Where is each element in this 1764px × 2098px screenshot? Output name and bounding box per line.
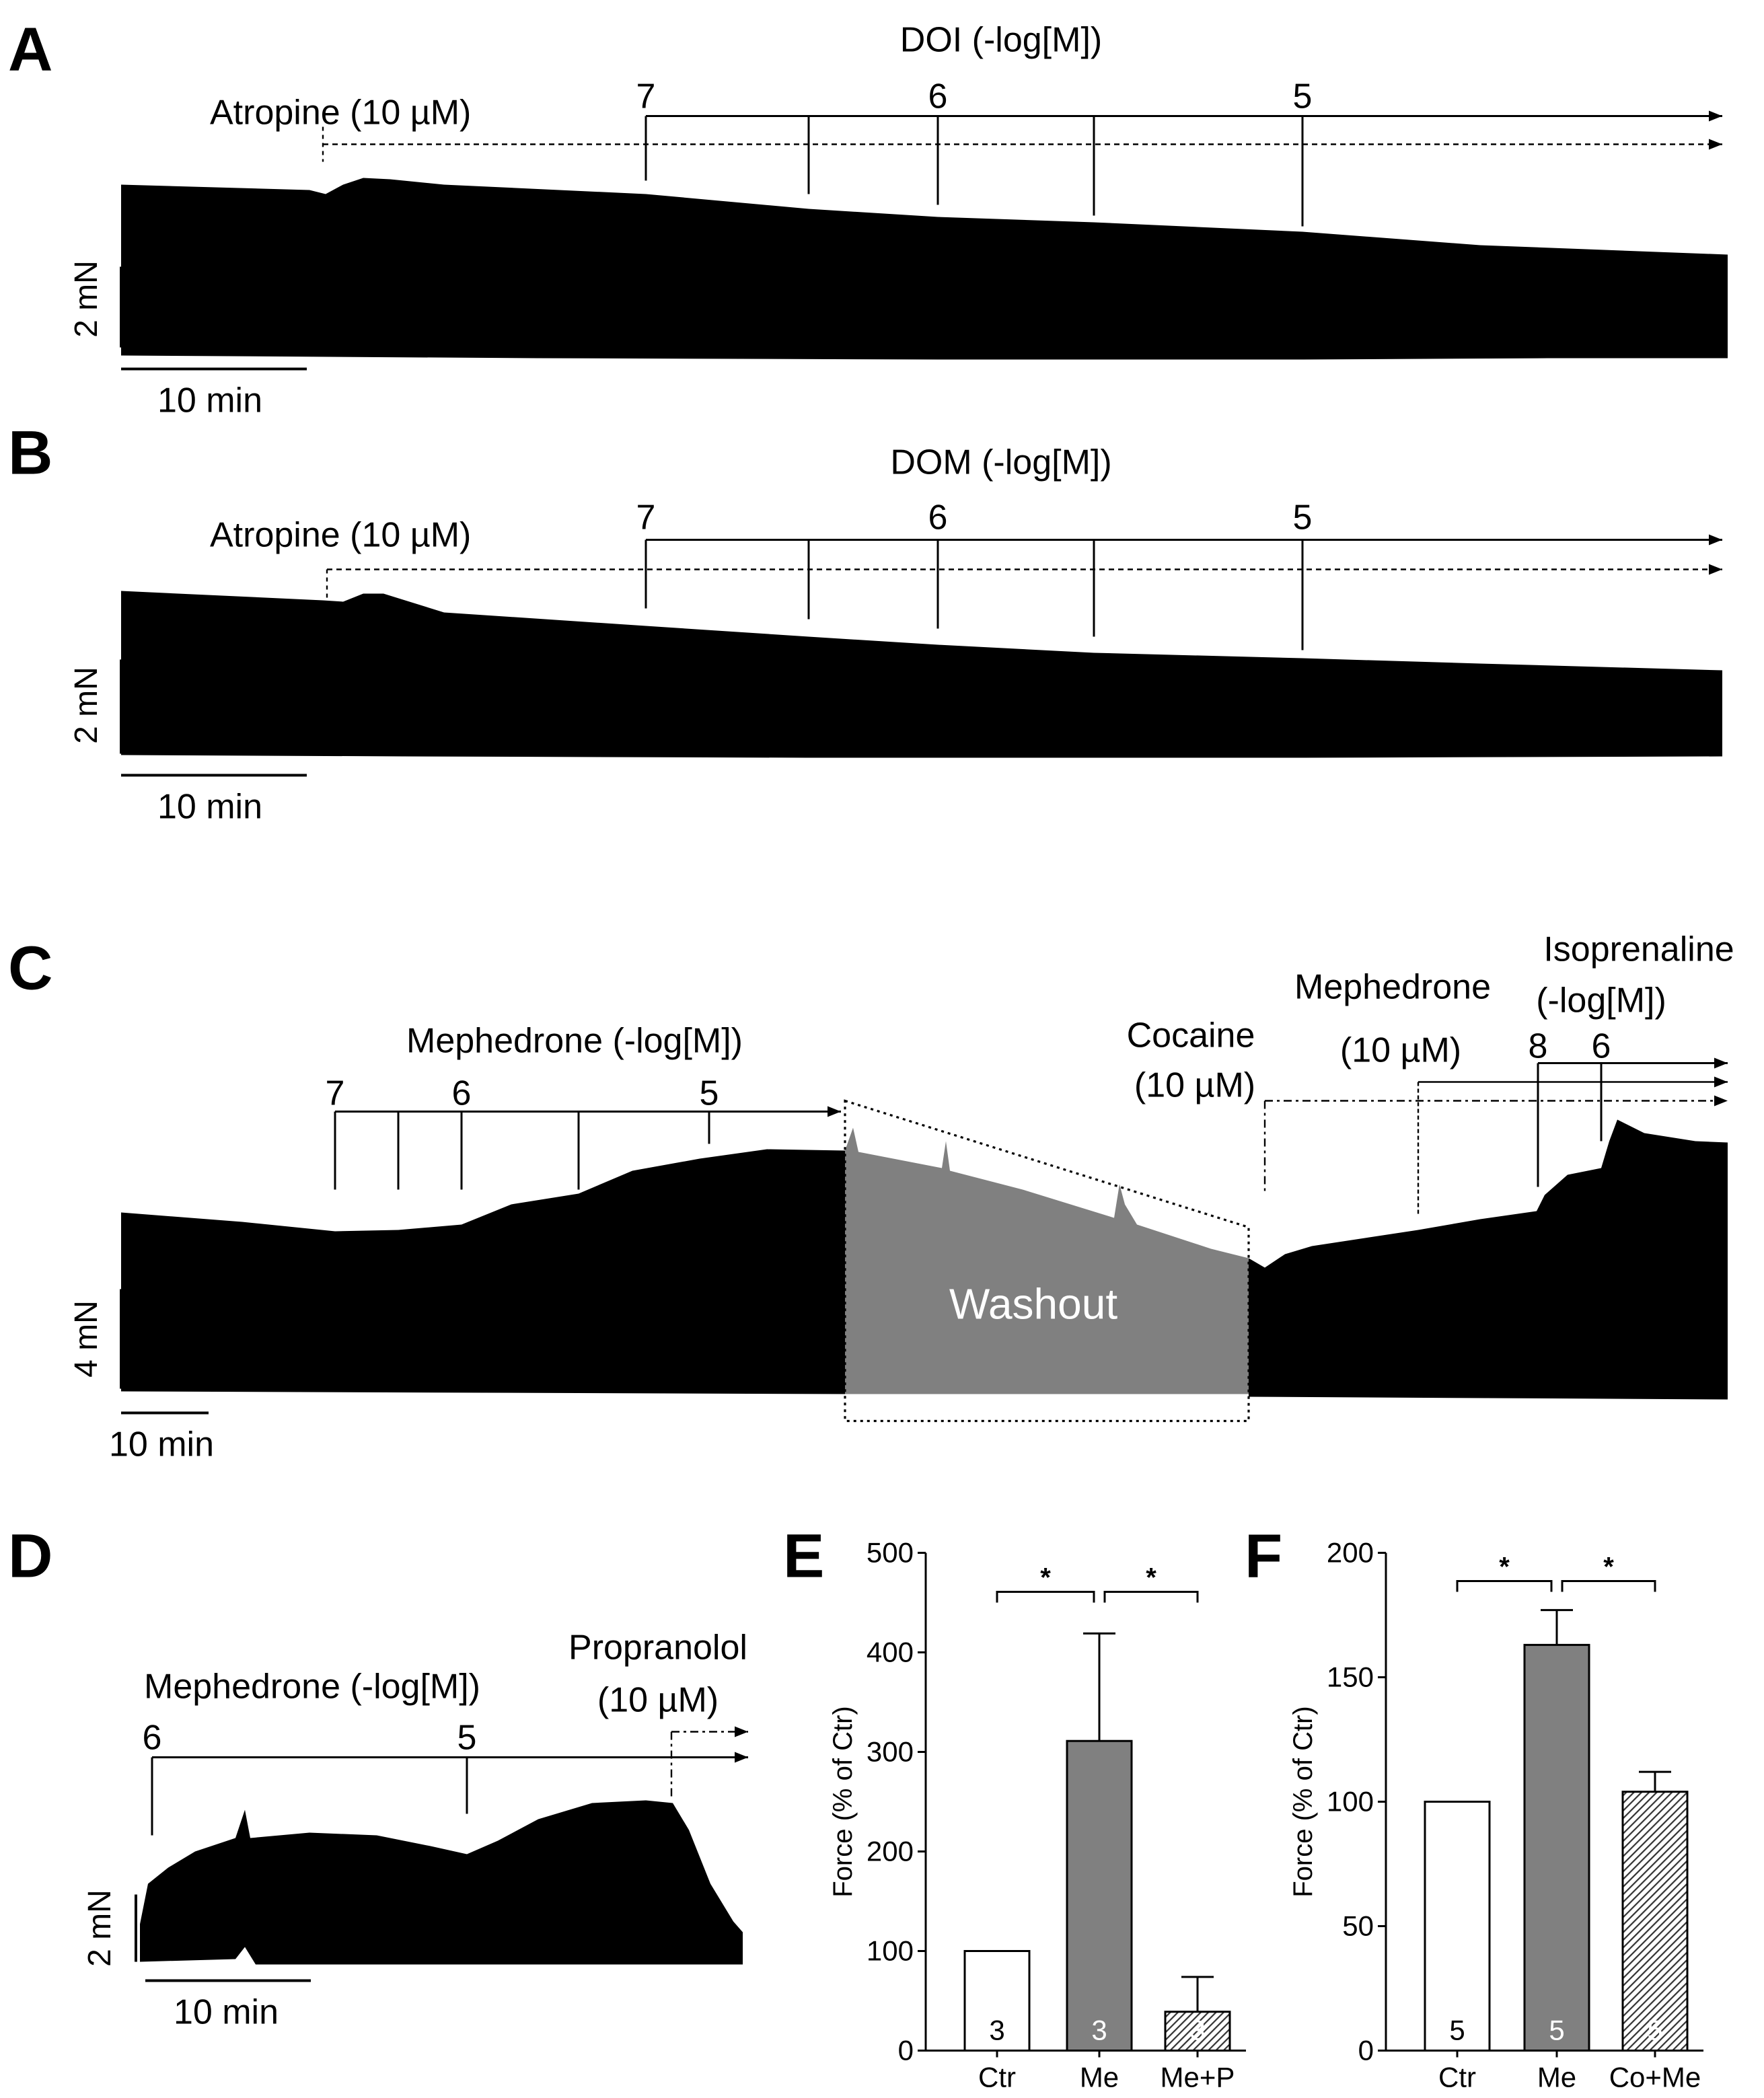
y-tick-label: 0 [898,2035,914,2066]
force-trace [121,178,1728,360]
n-label: 3 [1189,2015,1205,2046]
cocaine-label: (10 µM) [1134,1066,1255,1105]
panel-letter: F [1245,1522,1282,1591]
bar [1424,1801,1491,2052]
drug-header: DOM (-log[M]) [890,443,1111,482]
significance-label: * [1040,1563,1051,1593]
conc-label: 6 [452,1074,472,1113]
pretreatment-label: Atropine (10 µM) [210,93,471,133]
scale-label-x: 10 min [174,1993,279,2032]
panel-e: E 0 100 200 300 400 500 Force (% of Ctr) 3 Ctr 3 M… [783,1522,1246,2093]
x-tick-label: Ctr [978,2062,1016,2093]
n-label: 3 [1091,2015,1107,2046]
y-tick-label: 150 [1327,1661,1374,1693]
mephedrone-label: (10 µM) [1340,1031,1461,1070]
scale-label-y: 2 mN [69,667,104,744]
bar [1066,1739,1133,2052]
bar-chart-f: 0 50 100 150 200 Force (% of Ctr) 5 Ctr 5 Me 5 Co+M… [1288,1537,1703,2093]
conc-label: 6 [928,498,948,537]
conc-label: 6 [143,1719,162,1758]
bar [963,1950,1031,2052]
mephedrone-label: Mephedrone [1294,968,1491,1007]
conc-label: 8 [1529,1027,1548,1066]
y-tick-label: 300 [867,1736,914,1768]
significance-bracket [996,1591,1095,1603]
bar [1621,1791,1689,2052]
panel-c: C Mephedrone (-log[M]) 7 6 5 Washout Coc… [8,930,1734,1464]
y-tick-label: 100 [1327,1786,1374,1818]
y-axis-label: Force (% of Ctr) [828,1706,858,1897]
drug-header: Mephedrone (-log[M]) [406,1022,743,1061]
y-tick-label: 100 [867,1935,914,1967]
isoprenaline-label: (-log[M]) [1536,981,1666,1020]
washout-trace [845,1127,1249,1394]
significance-label: * [1146,1563,1156,1593]
bar-chart-e: 0 100 200 300 400 500 Force (% of Ctr) 3 Ctr 3 Me 3… [828,1537,1246,2093]
y-tick-label: 400 [867,1637,914,1668]
propranolol-label: (10 µM) [597,1681,719,1720]
scale-label-y: 2 mN [82,1889,118,1967]
scale-label-x: 10 min [157,381,262,420]
washout-label: Washout [949,1280,1117,1328]
x-tick-label: Me [1080,2062,1119,2093]
significance-bracket [1103,1591,1199,1603]
panel-a: A DOI (-log[M]) Atropine (10 µM) 7 6 5 2… [8,15,1728,420]
force-trace [121,1149,845,1394]
x-tick-label: Ctr [1438,2062,1476,2093]
conc-label: 5 [1293,498,1313,537]
significance-bracket [1456,1580,1553,1592]
drug-header: DOI (-log[M]) [900,21,1102,60]
n-label: 5 [1449,2015,1465,2046]
conc-label: 5 [457,1719,477,1758]
significance-label: * [1499,1552,1510,1582]
y-tick-label: 200 [1327,1537,1374,1569]
significance-bracket [1561,1580,1656,1592]
significance-label: * [1603,1552,1614,1582]
conc-label: 5 [1293,77,1313,116]
n-label: 5 [1549,2015,1564,2046]
isoprenaline-label: Isoprenaline [1543,930,1734,969]
pretreatment-label: Atropine (10 µM) [210,516,471,555]
conc-label: 6 [928,77,948,116]
bar [1523,1643,1590,2052]
force-trace [140,1800,743,1965]
y-tick-label: 500 [867,1537,914,1569]
drug-header: Mephedrone (-log[M]) [144,1668,480,1707]
force-trace [121,591,1722,758]
scale-label-y: 4 mN [69,1300,104,1378]
panel-letter: C [8,934,52,1003]
conc-label: 7 [636,498,656,537]
conc-label: 7 [326,1074,345,1113]
x-tick-label: Me [1537,2062,1576,2093]
panel-f: F 0 50 100 150 200 Force (% of Ctr) 5 Ctr 5 Me 5 Co… [1245,1522,1703,2093]
n-label: 3 [989,2015,1004,2046]
panel-letter: A [8,15,52,84]
bar [1164,2011,1231,2052]
x-tick-label: Me+P [1161,2062,1235,2093]
conc-label: 7 [636,77,656,116]
panel-letter: D [8,1522,52,1591]
conc-label: 5 [700,1074,719,1113]
panel-d: D Mephedrone (-log[M]) Propranolol (10 µ… [8,1522,748,2032]
force-trace [1249,1119,1728,1400]
panel-b: B DOM (-log[M]) Atropine (10 µM) 7 6 5 2… [8,419,1722,827]
scale-label-x: 10 min [157,788,262,827]
conc-label: 6 [1592,1027,1611,1066]
panel-letter: E [783,1522,824,1591]
n-label: 5 [1647,2015,1662,2046]
y-tick-label: 50 [1342,1910,1374,1942]
y-axis-label: Force (% of Ctr) [1288,1706,1318,1897]
propranolol-label: Propranolol [568,1628,747,1668]
x-tick-label: Co+Me [1609,2062,1701,2093]
y-tick-label: 200 [867,1836,914,1867]
y-tick-label: 0 [1358,2035,1374,2066]
cocaine-label: Cocaine [1127,1016,1255,1055]
scale-label-y: 2 mN [69,260,104,338]
scale-label-x: 10 min [109,1425,214,1464]
panel-letter: B [8,419,52,488]
